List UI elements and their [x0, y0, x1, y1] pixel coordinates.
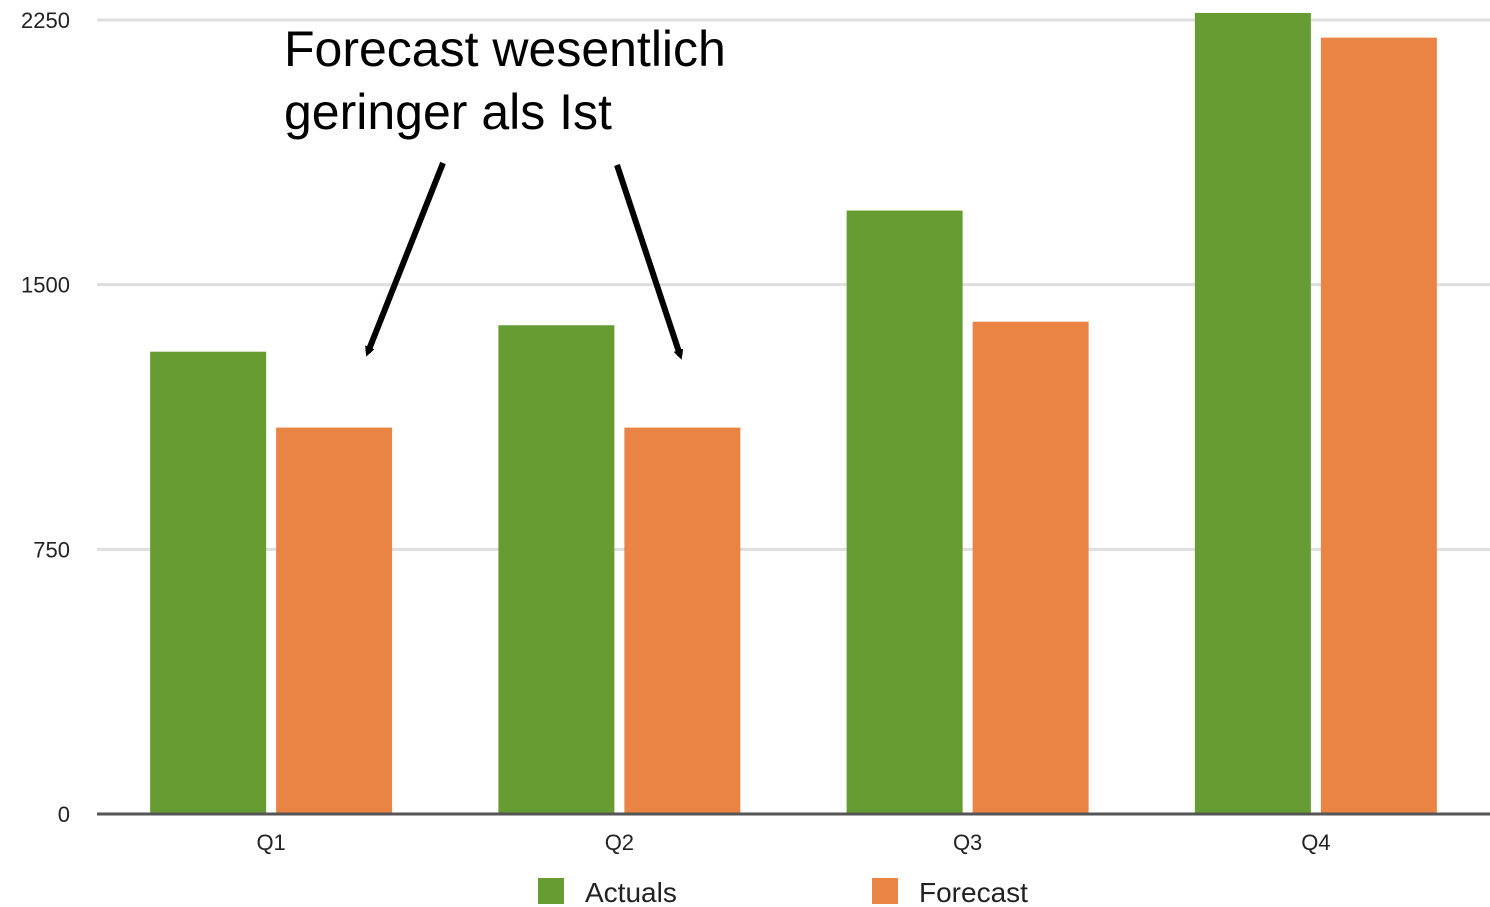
- x-tick-label-q1: Q1: [256, 830, 285, 855]
- bar-actuals-q2: [498, 325, 615, 814]
- annotation-arrow-q2: [614, 164, 684, 360]
- x-tick-label-q2: Q2: [605, 830, 634, 855]
- legend: Actuals Forecast: [538, 877, 1028, 907]
- bar-forecast-q4: [1320, 37, 1437, 814]
- bar-actuals-q4: [1194, 12, 1311, 815]
- y-tick-label-1500: 1500: [21, 273, 70, 298]
- y-tick-label-750: 750: [33, 537, 70, 562]
- bar-forecast-q1: [276, 427, 393, 814]
- x-tick-label-q3: Q3: [953, 830, 982, 855]
- bars: [150, 12, 1437, 815]
- legend-swatch-actuals: [538, 878, 564, 904]
- annotation-line-1: Forecast wesentlich: [284, 21, 726, 77]
- legend-swatch-forecast: [872, 878, 898, 904]
- annotation-line-2: geringer als Ist: [284, 84, 612, 140]
- x-tick-labels: Q1 Q2 Q3 Q4: [256, 830, 1330, 855]
- annotation: Forecast wesentlich geringer als Ist: [284, 21, 726, 360]
- bar-actuals-q1: [150, 351, 267, 814]
- y-tick-labels: 0 750 1500 2250: [21, 8, 70, 827]
- x-tick-label-q4: Q4: [1301, 830, 1330, 855]
- legend-label-forecast: Forecast: [919, 877, 1028, 907]
- annotation-arrow-q1: [365, 161, 446, 357]
- y-tick-label-0: 0: [58, 802, 70, 827]
- bar-actuals-q3: [846, 210, 963, 814]
- bar-forecast-q3: [972, 321, 1089, 814]
- legend-label-actuals: Actuals: [585, 877, 677, 907]
- y-tick-label-2250: 2250: [21, 8, 70, 33]
- bar-forecast-q2: [624, 427, 741, 814]
